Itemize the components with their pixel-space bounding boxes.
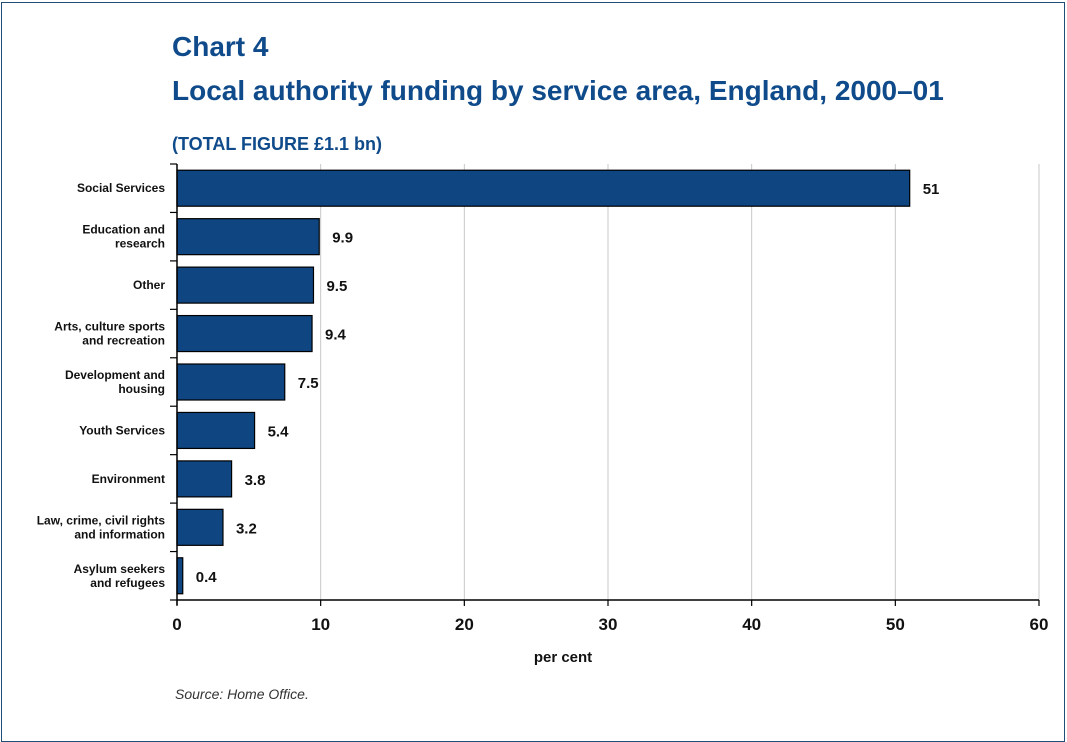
chart-number: Chart 4	[172, 31, 269, 62]
value-label: 0.4	[196, 569, 218, 586]
value-label: 9.9	[332, 230, 353, 247]
category-label: Education and research	[82, 223, 165, 251]
x-tick-label: 20	[455, 615, 474, 634]
bar	[176, 266, 315, 304]
category-label: Youth Services	[79, 423, 165, 437]
value-label: 9.4	[325, 327, 347, 344]
bar	[176, 411, 256, 450]
value-label: 5.4	[268, 423, 290, 440]
source-note: Source: Home Office.	[175, 686, 309, 702]
value-label: 3.2	[236, 520, 257, 537]
x-axis-title: per cent	[534, 649, 592, 666]
bar	[176, 363, 286, 401]
x-tick-label: 40	[742, 615, 761, 634]
axes	[170, 163, 1040, 606]
category-label: Law, crime, civil rights and information	[37, 513, 166, 541]
bar	[176, 218, 320, 256]
bar	[176, 169, 911, 207]
bar	[176, 557, 184, 595]
value-label: 7.5	[298, 375, 319, 392]
chart-title: Local authority funding by service area,…	[172, 75, 944, 106]
bar	[176, 314, 313, 353]
bar	[176, 460, 233, 498]
x-tick-label: 0	[172, 615, 181, 634]
x-tick-label: 30	[599, 615, 618, 634]
chart-subtitle: (TOTAL FIGURE £1.1 bn)	[172, 134, 383, 154]
bar	[176, 508, 224, 546]
category-label: Social Services	[77, 181, 165, 195]
grid-lines	[320, 164, 1040, 600]
category-label: Environment	[92, 472, 165, 486]
value-label: 51	[923, 181, 940, 198]
x-tick-label: 60	[1030, 615, 1049, 634]
labels: 51 Social Services 9.9 Education and researc…	[37, 181, 1049, 666]
bars	[176, 169, 911, 595]
category-label: Development and housing	[65, 368, 165, 396]
value-label: 9.5	[326, 278, 347, 295]
category-label: Asylum seekers and refugees	[74, 562, 166, 590]
x-tick-label: 50	[886, 615, 905, 634]
category-label: Other	[133, 278, 165, 292]
category-label: Arts, culture sports and recreation	[54, 320, 165, 348]
x-tick-label: 10	[311, 615, 330, 634]
value-label: 3.8	[245, 472, 266, 489]
